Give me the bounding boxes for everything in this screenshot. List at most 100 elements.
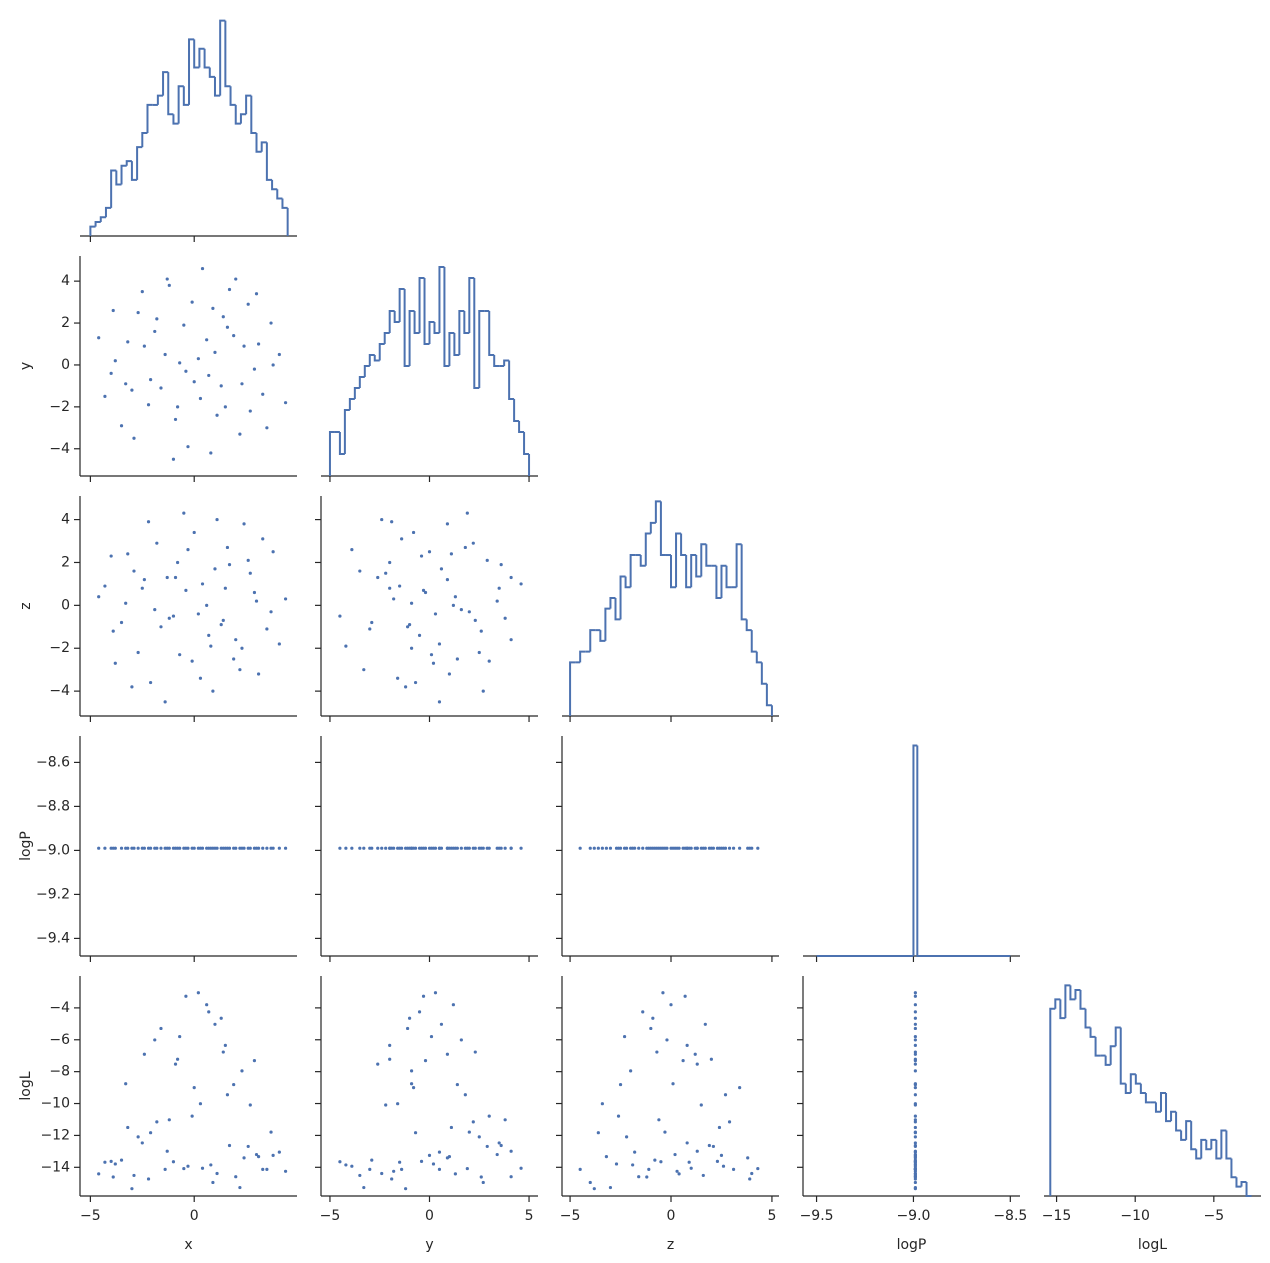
point [198,846,203,850]
point [913,1022,917,1026]
hist-step [265,142,273,181]
point [913,1093,917,1097]
point [109,1159,113,1164]
point [215,413,219,417]
hist-step [1165,1093,1172,1123]
hist-step [1064,984,1071,1019]
hist-step [1049,1007,1056,1196]
point [396,1102,400,1106]
point [248,409,252,413]
y-tick-label: −9.4 [36,930,70,946]
point [261,1167,265,1171]
hist-step [750,630,757,653]
point [913,1003,917,1007]
point [695,846,699,850]
point [913,1120,917,1124]
point [419,554,424,558]
point [404,1187,408,1191]
point [175,1057,180,1061]
point [719,846,724,850]
point [97,595,101,599]
hist-step [343,409,350,454]
point [407,1016,412,1020]
point [175,405,180,409]
point [913,1149,917,1153]
point [167,616,171,620]
hist-step [130,161,138,181]
point [437,1150,442,1154]
point [103,1160,107,1164]
point [227,287,232,292]
point [423,590,428,595]
point [113,661,117,665]
hist-step [1134,1074,1141,1085]
point [269,610,273,614]
point [97,336,101,340]
hist-step [413,311,420,334]
point [221,618,225,622]
point [677,1172,681,1176]
point [238,432,242,436]
point [633,1150,637,1154]
point [209,644,213,648]
point [344,644,348,648]
point [663,1130,667,1134]
point [232,1082,236,1087]
hist-step [1089,1027,1096,1038]
point [103,394,107,398]
hist-step [725,565,732,589]
point [227,1143,232,1148]
point [689,1166,693,1170]
hist-step [700,543,707,577]
point [146,403,151,407]
point [178,1034,182,1039]
point [227,563,232,567]
hist-step [408,310,415,366]
point [254,292,259,296]
point [465,511,469,515]
point [265,1167,269,1171]
point [913,1159,917,1164]
y-tick-label: −14 [40,1159,70,1175]
point [727,1120,732,1124]
hist-step [690,554,697,588]
hist-step [1069,985,1076,1001]
point [97,846,101,850]
point [509,1149,513,1153]
point [124,846,128,850]
point [453,1172,457,1176]
point [467,1130,471,1134]
point [404,685,408,689]
point [913,1034,917,1039]
point [171,457,176,461]
point [451,603,455,607]
point [256,846,261,850]
point [159,625,163,629]
point [709,846,713,850]
hist-step [438,266,445,333]
hist-step [182,86,190,106]
point [390,520,394,524]
point [192,1085,196,1090]
point [411,1085,416,1090]
point [413,1131,418,1135]
point [232,657,236,661]
hist-step [172,114,179,125]
point [184,369,188,373]
point [608,1185,613,1190]
point [358,846,362,850]
hist-step [219,19,226,96]
point [132,1173,136,1178]
point [234,277,238,281]
point [232,334,236,338]
point [913,1057,917,1061]
point [637,846,641,850]
point [750,1171,754,1176]
point [240,382,244,386]
hist-step [99,216,106,222]
point [913,1143,917,1148]
hist-step [604,607,611,641]
hist-step [433,322,440,334]
point [113,359,117,363]
hist-step [518,421,525,433]
